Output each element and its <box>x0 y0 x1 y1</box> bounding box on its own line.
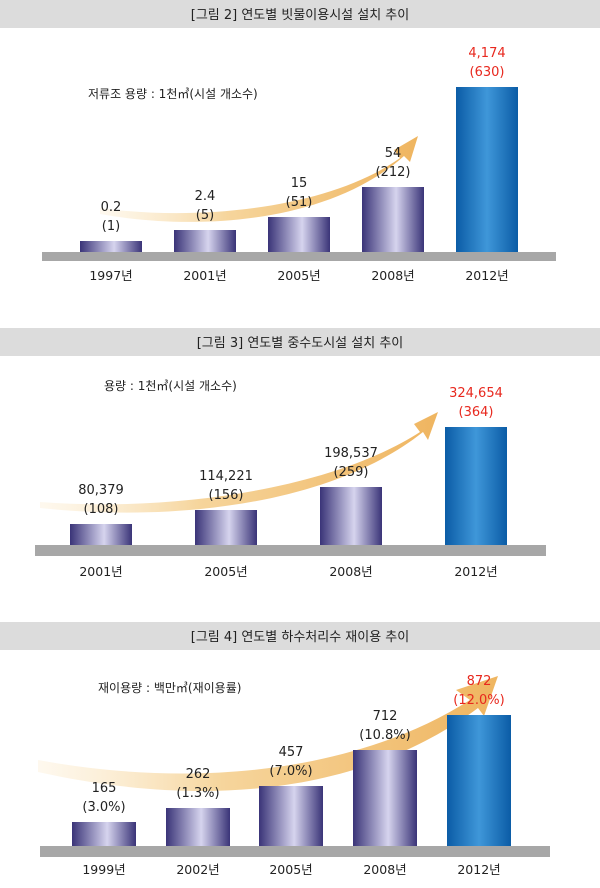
bar-1 <box>80 241 142 252</box>
x-tick-label: 2001년 <box>79 564 122 579</box>
data-label-count: (12.0%) <box>453 693 504 708</box>
data-label-value: 324,654 <box>449 386 503 401</box>
data-label-value: 457 <box>279 745 304 760</box>
data-label-value: 198,537 <box>324 446 378 461</box>
data-label-count: (5) <box>196 208 214 223</box>
figure-4-x-ticks: 1999년 2002년 2005년 2008년 2012년 <box>82 862 500 877</box>
data-label-count: (259) <box>334 465 369 480</box>
data-label-value: 54 <box>385 146 402 161</box>
figure-3-unit-label: 용량 : 1천㎥(시설 개소수) <box>104 378 237 393</box>
data-label-count: (7.0%) <box>269 764 312 779</box>
figure-2-value-labels: 0.2 (1) 2.4 (5) 15 (51) 54 (212) 4,174 (630) <box>101 46 506 234</box>
bar-4 <box>445 427 507 545</box>
figure-2-title-band <box>0 0 600 28</box>
data-label-count: (108) <box>84 502 119 517</box>
data-label-value: 114,221 <box>199 469 253 484</box>
x-tick-label: 2008년 <box>329 564 372 579</box>
x-tick-label: 2008년 <box>371 268 414 283</box>
x-tick-label: 2001년 <box>183 268 226 283</box>
figure-4-axis-bar <box>40 846 550 857</box>
data-label-value: 165 <box>92 781 117 796</box>
bar-1 <box>72 822 136 846</box>
bar-3 <box>259 786 323 846</box>
figure-4-value-labels: 165 (3.0%) 262 (1.3%) 457 (7.0%) 712 (10.8%) 872… <box>82 674 504 815</box>
x-tick-label: 1997년 <box>89 268 132 283</box>
figure-4-bars <box>72 715 511 846</box>
figure-3: [그림 3] 연도별 중수도시설 설치 추이 용량 : 1천㎥(시설 개소수) … <box>0 328 600 579</box>
figure-2-axis-bar <box>42 252 556 261</box>
bar-3 <box>320 487 382 545</box>
data-label-value: 872 <box>467 674 492 689</box>
figure-2-x-ticks: 1997년 2001년 2005년 2008년 2012년 <box>89 268 508 283</box>
figure-3-value-labels: 80,379 (108) 114,221 (156) 198,537 (259) 324,6… <box>78 386 503 517</box>
figure-2-growth-arrow <box>100 136 418 222</box>
x-tick-label: 2012년 <box>457 862 500 877</box>
data-label-value: 2.4 <box>195 189 216 204</box>
bar-4 <box>353 750 417 846</box>
figure-2-title: [그림 2] 연도별 빗물이용시설 설치 추이 <box>191 8 409 23</box>
x-tick-label: 2008년 <box>363 862 406 877</box>
figure-4-unit-label: 재이용량 : 백만㎥(재이용률) <box>98 681 241 695</box>
figure-3-x-ticks: 2001년 2005년 2008년 2012년 <box>79 564 497 579</box>
bar-4 <box>362 187 424 252</box>
bar-2 <box>166 808 230 846</box>
data-label-count: (51) <box>286 195 313 210</box>
bar-5 <box>447 715 511 846</box>
data-label-count: (10.8%) <box>359 728 410 743</box>
data-label-count: (630) <box>470 65 505 80</box>
data-label-value: 0.2 <box>101 200 122 215</box>
data-label-count: (3.0%) <box>82 800 125 815</box>
x-tick-label: 2012년 <box>465 268 508 283</box>
data-label-value: 712 <box>373 709 398 724</box>
data-label-count: (156) <box>209 488 244 503</box>
bar-2 <box>174 230 236 252</box>
figure-4-title: [그림 4] 연도별 하수처리수 재이용 추이 <box>191 630 409 645</box>
data-label-count: (1.3%) <box>176 786 219 801</box>
figure-3-title-band <box>0 328 600 356</box>
bar-1 <box>70 524 132 545</box>
data-label-count: (1) <box>102 219 120 234</box>
figure-2-unit-label: 저류조 용량 : 1천㎥(시설 개소수) <box>88 86 258 101</box>
figure-4-growth-arrow <box>38 676 498 791</box>
figure-3-bars <box>70 427 507 545</box>
data-label-count: (212) <box>376 165 411 180</box>
figure-2: [그림 2] 연도별 빗물이용시설 설치 추이 저류조 용량 : 1천㎥(시설 … <box>0 0 600 283</box>
x-tick-label: 2005년 <box>277 268 320 283</box>
data-label-count: (364) <box>459 405 494 420</box>
bar-2 <box>195 510 257 545</box>
x-tick-label: 2012년 <box>454 564 497 579</box>
data-label-value: 80,379 <box>78 483 124 498</box>
figure-4-title-band <box>0 622 600 650</box>
data-label-value: 4,174 <box>468 46 505 61</box>
x-tick-label: 2002년 <box>176 862 219 877</box>
figure-3-axis-bar <box>35 545 546 556</box>
bar-3 <box>268 217 330 252</box>
x-tick-label: 2005년 <box>204 564 247 579</box>
data-label-value: 262 <box>186 767 211 782</box>
x-tick-label: 2005년 <box>269 862 312 877</box>
x-tick-label: 1999년 <box>82 862 125 877</box>
figure-3-title: [그림 3] 연도별 중수도시설 설치 추이 <box>197 336 404 351</box>
data-label-value: 15 <box>291 176 308 191</box>
figure-4: [그림 4] 연도별 하수처리수 재이용 추이 재이용량 : 백만㎥(재이용률)… <box>0 622 600 877</box>
bar-5 <box>456 87 518 252</box>
figure-2-bars <box>80 87 518 252</box>
